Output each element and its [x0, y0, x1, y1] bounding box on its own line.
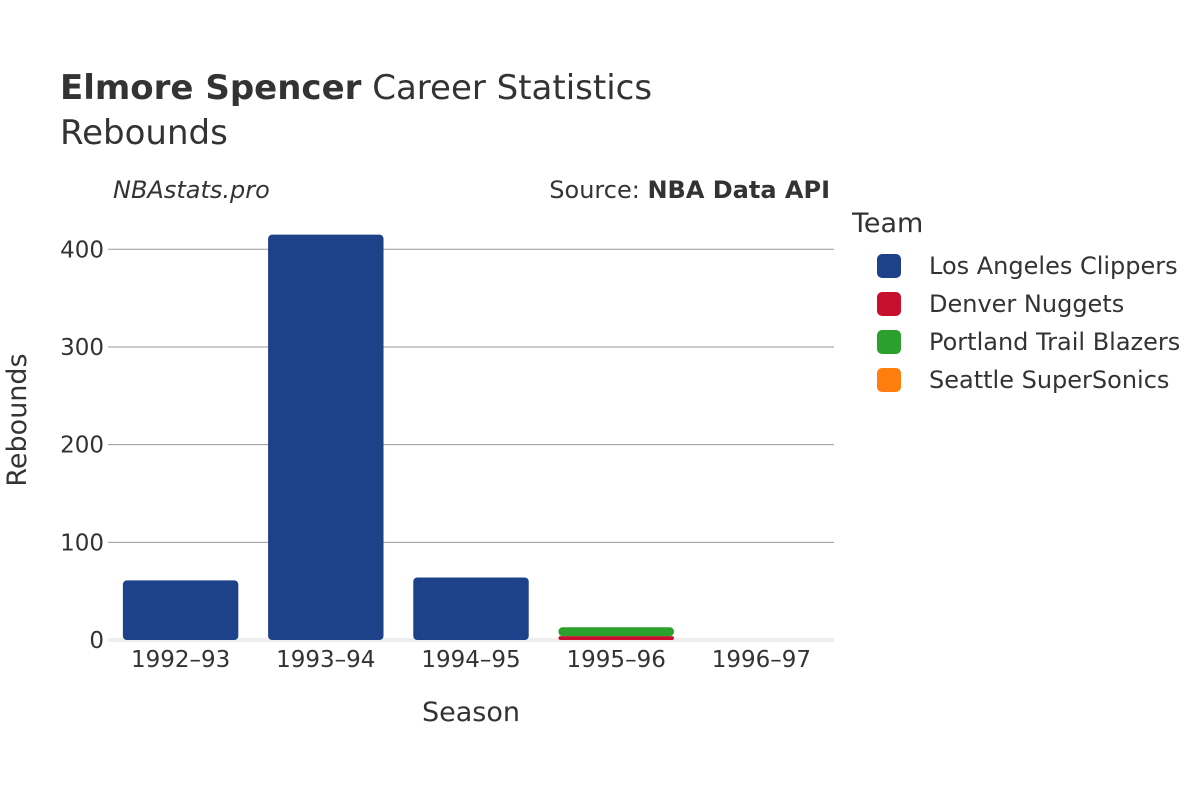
- legend-label: Los Angeles Clippers: [929, 252, 1178, 280]
- y-tick-label: 200: [60, 433, 104, 459]
- legend-swatch: [877, 254, 901, 278]
- y-axis-title: Rebounds: [2, 353, 33, 486]
- source-value: NBA Data API: [647, 176, 830, 204]
- y-tick-label: 100: [60, 530, 104, 556]
- legend-label: Portland Trail Blazers: [929, 328, 1181, 356]
- legend-item[interactable]: Seattle SuperSonics: [852, 361, 1180, 399]
- bar-los-angeles-clippers: [413, 577, 529, 640]
- title-suffix: Career Statistics: [372, 68, 653, 108]
- y-tick-label: 400: [60, 237, 104, 263]
- legend-items: Los Angeles Clippers Denver Nuggets Portla…: [852, 247, 1180, 399]
- bar-los-angeles-clippers: [122, 580, 239, 640]
- y-tick-label: 0: [89, 628, 104, 654]
- legend-label: Seattle SuperSonics: [929, 366, 1170, 394]
- player-name: Elmore Spencer: [60, 68, 362, 108]
- bar-los-angeles-clippers: [268, 234, 384, 640]
- x-tick-label: 1995–96: [567, 647, 666, 673]
- y-tick-label: 300: [60, 335, 104, 361]
- bar-denver-nuggets: [558, 636, 674, 640]
- x-tick-label: 1992–93: [131, 647, 230, 673]
- legend-item[interactable]: Los Angeles Clippers: [852, 247, 1180, 285]
- legend-swatch: [877, 368, 901, 392]
- legend-swatch: [877, 292, 901, 316]
- bar-portland-trail-blazers: [558, 627, 674, 637]
- source-label: Source:: [549, 176, 640, 204]
- legend: Team Los Angeles Clippers Denver Nuggets P…: [852, 208, 1180, 399]
- legend-label: Denver Nuggets: [929, 290, 1125, 318]
- legend-item[interactable]: Denver Nuggets: [852, 285, 1180, 323]
- x-tick-label: 1994–95: [421, 647, 520, 673]
- chart-title: Elmore Spencer Career Statistics: [60, 66, 652, 110]
- chart-subtitle: Rebounds: [60, 113, 228, 153]
- source-credit: Source: NBA Data API: [549, 176, 830, 204]
- watermark: NBAstats.pro: [113, 176, 270, 204]
- legend-title: Team: [852, 208, 924, 239]
- legend-swatch: [877, 330, 901, 354]
- legend-item[interactable]: Portland Trail Blazers: [852, 323, 1180, 361]
- x-axis-title: Season: [422, 697, 520, 728]
- x-tick-label: 1993–94: [276, 647, 375, 673]
- x-tick-label: 1996–97: [712, 647, 811, 673]
